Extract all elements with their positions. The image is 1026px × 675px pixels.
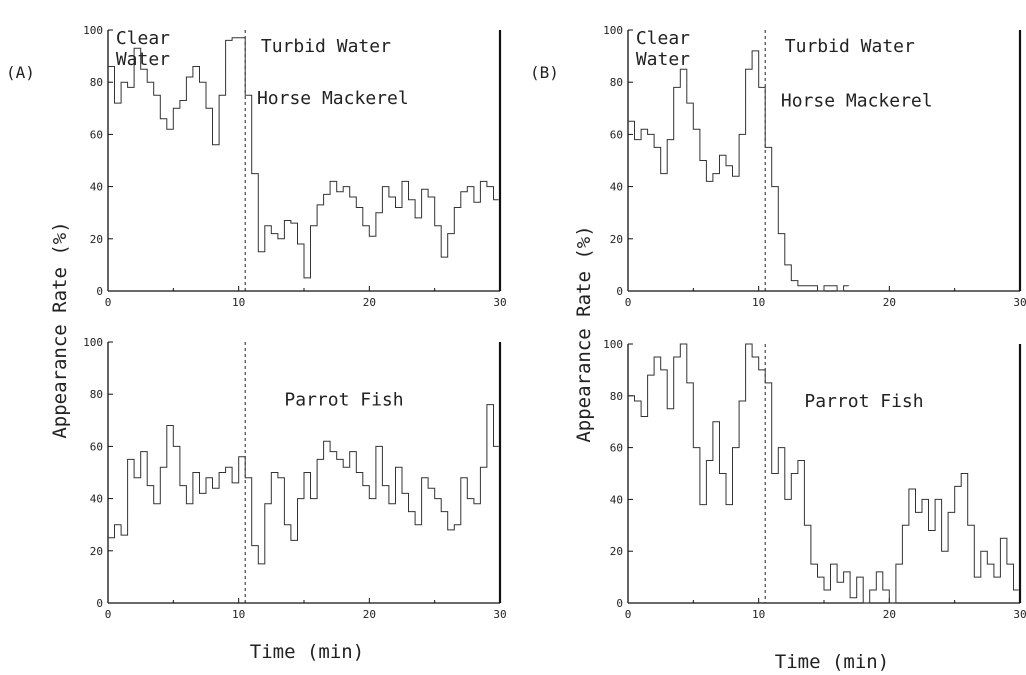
chart-a-parrot-fish: 0 20 40 60 80 100 0 10 20 30 Parrot Fish bbox=[83, 336, 507, 621]
y-tick-label: 80 bbox=[90, 76, 103, 89]
y-tick-label: 0 bbox=[616, 285, 623, 298]
y-tick-label: 20 bbox=[90, 233, 103, 246]
x-tick-label: 30 bbox=[1013, 296, 1026, 309]
y-tick-label: 100 bbox=[603, 338, 623, 351]
series-line-b-top bbox=[628, 50, 849, 292]
series-line-a-top bbox=[108, 37, 499, 279]
y-tick-label: 0 bbox=[616, 597, 623, 610]
annotation: Parrot Fish bbox=[804, 391, 923, 412]
y-axis-label-b: Appearance Rate (%) bbox=[573, 225, 595, 442]
x-axis-label-b: Time (min) bbox=[775, 651, 889, 673]
y-tick-label: 40 bbox=[610, 493, 623, 506]
series-line-b-bottom bbox=[628, 343, 1019, 604]
annotation: Clear bbox=[636, 28, 690, 49]
y-tick-label: 100 bbox=[83, 336, 103, 349]
x-tick-label: 10 bbox=[232, 296, 245, 309]
x-tick-label: 20 bbox=[883, 608, 896, 621]
annotation: Water bbox=[636, 49, 690, 70]
annotation: Horse Mackerel bbox=[257, 88, 409, 109]
y-tick-label: 100 bbox=[83, 24, 103, 37]
y-tick-label: 0 bbox=[96, 285, 103, 298]
annotation: Water bbox=[116, 49, 170, 70]
x-tick-label: 20 bbox=[363, 608, 376, 621]
y-tick-label: 80 bbox=[610, 76, 623, 89]
x-tick-label: 20 bbox=[883, 296, 896, 309]
x-tick-label: 30 bbox=[493, 296, 506, 309]
x-axis-label-a: Time (min) bbox=[250, 641, 364, 663]
x-tick-label: 0 bbox=[105, 296, 112, 309]
annotation: Clear bbox=[116, 28, 170, 49]
annotation: Turbid Water bbox=[261, 36, 391, 57]
y-tick-label: 60 bbox=[90, 440, 103, 453]
y-tick-label: 40 bbox=[90, 493, 103, 506]
x-tick-label: 30 bbox=[1013, 608, 1026, 621]
y-tick-label: 100 bbox=[603, 24, 623, 37]
annotation: Horse Mackerel bbox=[781, 91, 933, 112]
x-tick-label: 0 bbox=[625, 296, 632, 309]
y-tick-label: 40 bbox=[90, 181, 103, 194]
x-tick-label: 10 bbox=[752, 608, 765, 621]
x-tick-label: 10 bbox=[752, 296, 765, 309]
x-tick-label: 20 bbox=[363, 296, 376, 309]
y-tick-label: 20 bbox=[610, 545, 623, 558]
y-tick-label: 20 bbox=[90, 545, 103, 558]
y-axis-label-a: Appearance Rate (%) bbox=[49, 221, 71, 438]
y-tick-label: 80 bbox=[610, 390, 623, 403]
chart-b-parrot-fish: 0 20 40 60 80 100 0 10 20 30 Parrot Fish bbox=[603, 338, 1026, 621]
annotation: Parrot Fish bbox=[284, 390, 403, 411]
y-tick-label: 40 bbox=[610, 181, 623, 194]
series-line-a-bottom bbox=[108, 404, 499, 565]
panel-label-b: (B) bbox=[530, 63, 559, 82]
y-tick-label: 20 bbox=[610, 233, 623, 246]
x-tick-label: 0 bbox=[625, 608, 632, 621]
y-tick-label: 60 bbox=[610, 442, 623, 455]
y-tick-label: 0 bbox=[96, 597, 103, 610]
panel-label-a: (A) bbox=[6, 63, 35, 82]
y-tick-label: 60 bbox=[90, 128, 103, 141]
x-tick-label: 0 bbox=[105, 608, 112, 621]
x-tick-label: 10 bbox=[232, 608, 245, 621]
annotation: Turbid Water bbox=[785, 36, 915, 57]
y-tick-label: 80 bbox=[90, 388, 103, 401]
y-tick-label: 60 bbox=[610, 128, 623, 141]
x-tick-label: 30 bbox=[493, 608, 506, 621]
